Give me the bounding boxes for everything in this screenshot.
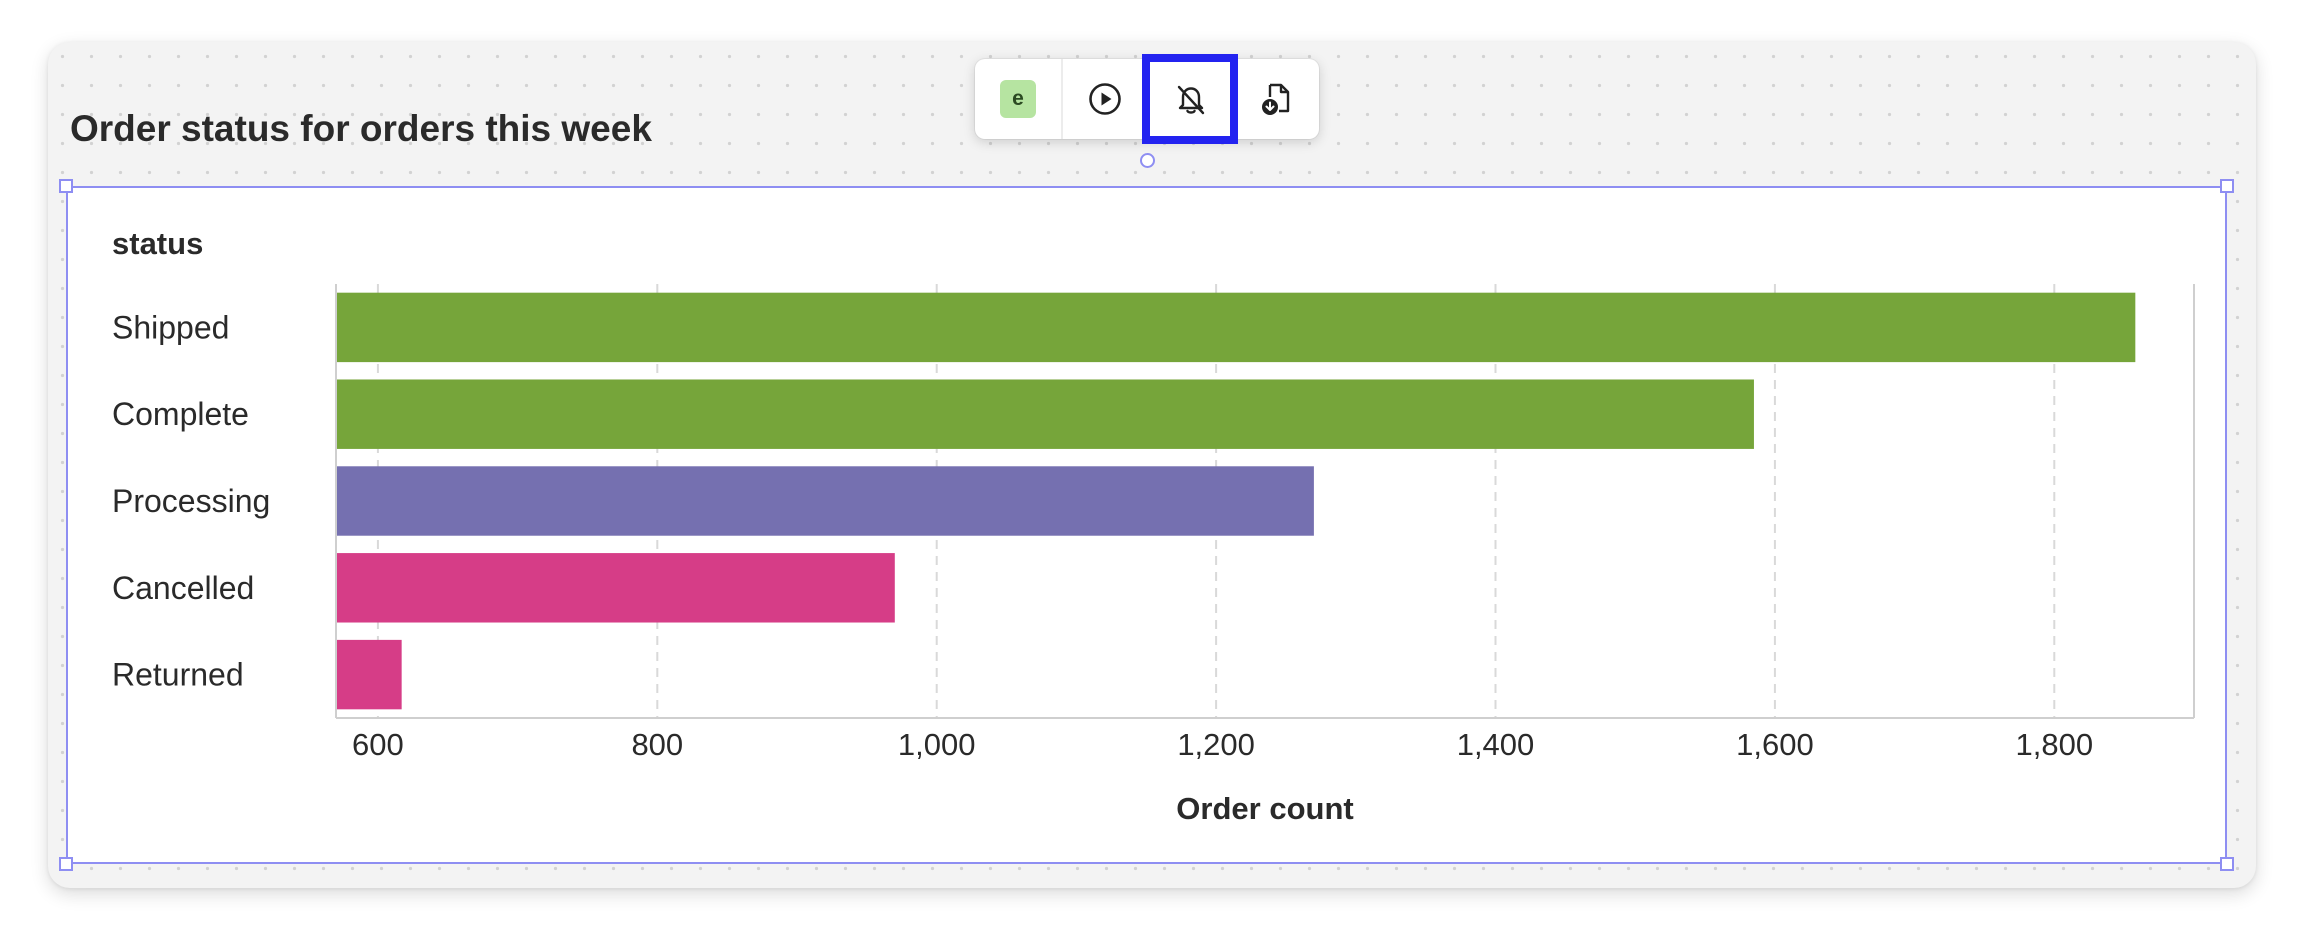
bell-off-icon	[1177, 85, 1205, 115]
notifications-off-button[interactable]	[1142, 54, 1238, 144]
bar-returned[interactable]	[336, 639, 402, 710]
category-label: Returned	[112, 657, 244, 693]
x-axis-title: Order count	[1176, 791, 1353, 826]
bar-cancelled[interactable]	[336, 553, 895, 623]
editor-badge-button[interactable]: e	[975, 59, 1061, 139]
editor-badge: e	[1000, 80, 1036, 118]
bar-chart: Shipped Complete Processing Cancelled Return…	[112, 226, 2195, 826]
resize-handle-top-right[interactable]	[2220, 179, 2234, 193]
x-tick-label: 1,200	[1177, 727, 1255, 762]
category-label: Cancelled	[112, 570, 254, 606]
export-button[interactable]	[1233, 59, 1319, 139]
bars	[336, 292, 2136, 710]
category-label: Complete	[112, 396, 249, 432]
x-tick-label: 1,800	[2016, 727, 2094, 762]
resize-handle-bottom-left[interactable]	[59, 857, 73, 871]
bar-shipped[interactable]	[336, 292, 2136, 363]
resize-handle-bottom-right[interactable]	[2220, 857, 2234, 871]
category-label: Shipped	[112, 309, 229, 345]
x-tick-labels: 600 800 1,000 1,200 1,400 1,600 1,800	[352, 727, 2093, 762]
x-tick-label: 1,400	[1457, 727, 1535, 762]
run-button[interactable]	[1061, 59, 1147, 139]
resize-handle-top-left[interactable]	[59, 179, 73, 193]
x-tick-label: 600	[352, 727, 404, 762]
rotate-handle[interactable]	[1140, 153, 1155, 168]
y-axis-title: status	[112, 226, 203, 261]
category-labels: Shipped Complete Processing Cancelled Return…	[112, 309, 270, 692]
bar-processing[interactable]	[336, 466, 1314, 536]
x-tick-label: 800	[631, 727, 683, 762]
chart-selection[interactable]: Shipped Complete Processing Cancelled Return…	[66, 186, 2227, 864]
x-tick-label: 1,600	[1736, 727, 1814, 762]
download-file-icon	[1262, 83, 1290, 115]
block-toolbar: e	[975, 54, 1319, 144]
play-icon	[1089, 83, 1121, 115]
bar-complete[interactable]	[336, 379, 1754, 449]
x-tick-label: 1,000	[898, 727, 976, 762]
axes	[335, 284, 2195, 719]
category-label: Processing	[112, 483, 270, 519]
block-title[interactable]: Order status for orders this week	[70, 108, 652, 149]
